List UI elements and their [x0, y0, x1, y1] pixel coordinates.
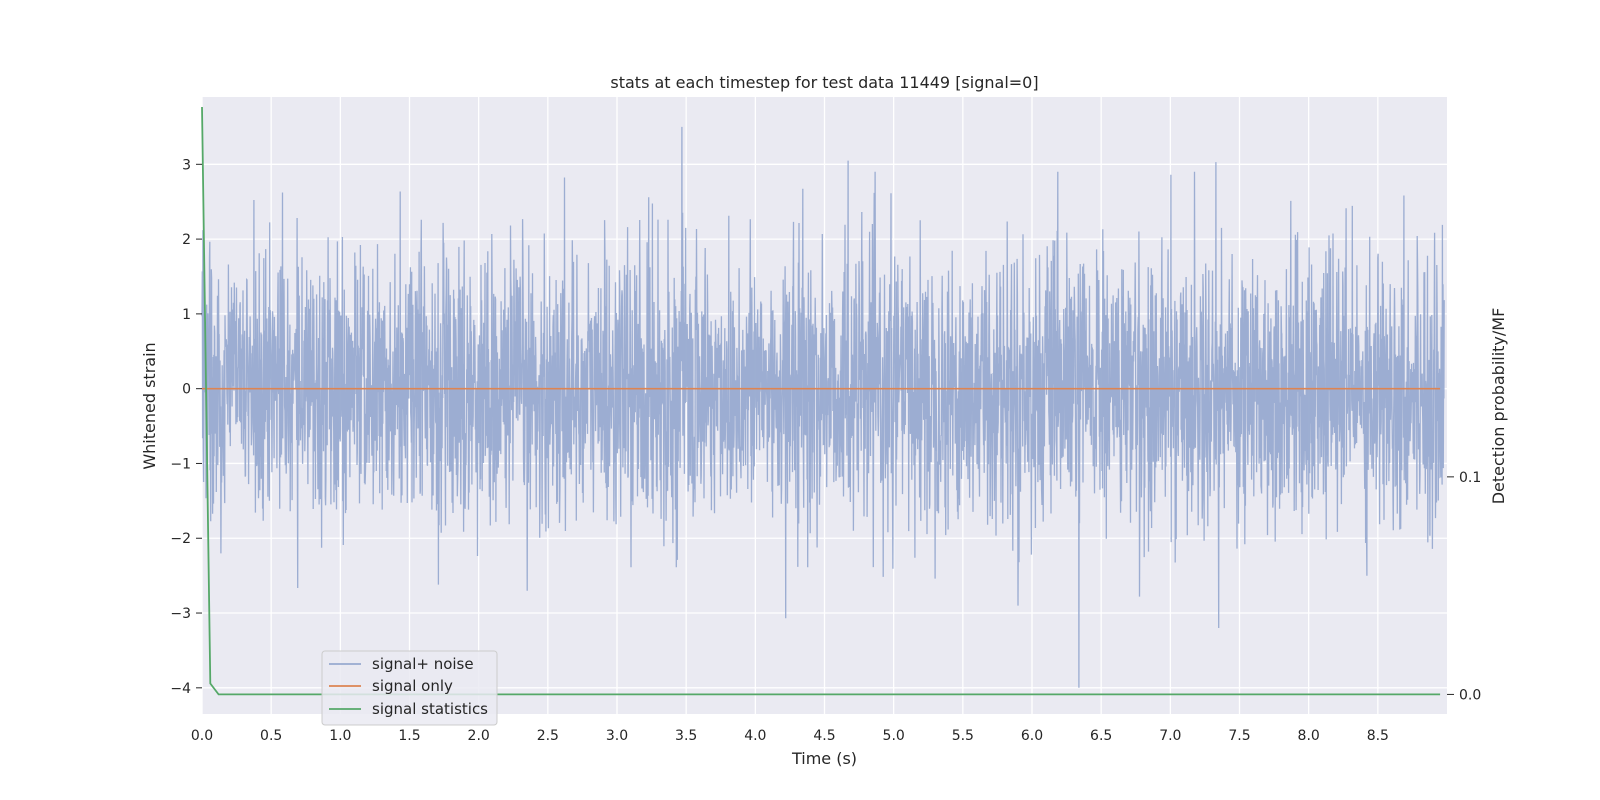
x-tick-label: 2.5: [537, 728, 559, 744]
x-tick-label: 8.5: [1367, 728, 1389, 744]
x-tick-label: 1.0: [329, 728, 351, 744]
chart-title: stats at each timestep for test data 114…: [610, 73, 1038, 92]
y-tick-label: −2: [170, 531, 191, 547]
y2-tick-label: 0.1: [1459, 470, 1481, 486]
y-tick-label: −1: [170, 456, 191, 472]
x-tick-label: 4.5: [813, 728, 835, 744]
y-tick-label: 1: [182, 307, 191, 323]
series-signal-noise-line: [201, 126, 1445, 688]
legend: signal+ noise signal only signal statist…: [321, 650, 498, 726]
x-tick-label: 7.5: [1228, 728, 1250, 744]
y-tick-label: 0: [182, 382, 191, 398]
ticks-layer: 0.0 0.5 1.0 1.5 2.0 2.5 3.0 3.5 4.0 4.5 5.0 5.5 6.0 6…: [170, 157, 1481, 744]
x-tick-label: 5.0: [883, 728, 905, 744]
x-tick-label: 2.0: [468, 728, 490, 744]
legend-label-signal-only: signal only: [372, 677, 453, 695]
x-tick-label: 6.0: [1021, 728, 1043, 744]
series-layer: [201, 106, 1445, 696]
x-tick-label: 4.0: [744, 728, 766, 744]
y-tick-label: −4: [170, 681, 191, 697]
legend-label-signal-statistics: signal statistics: [372, 700, 488, 718]
y2-tick-label: 0.0: [1459, 687, 1481, 703]
series-signal-statistics-line: [201, 106, 1441, 696]
x-tick-label: 3.0: [606, 728, 628, 744]
x-tick-label: 0.0: [191, 728, 213, 744]
x-axis-label: Time (s): [791, 749, 857, 768]
legend-box: [321, 650, 498, 726]
y-tick-label: 2: [182, 232, 191, 248]
x-tick-label: 1.5: [398, 728, 420, 744]
y2-axis-label: Detection probability/MF: [1489, 308, 1508, 505]
y-axis-label: Whitened strain: [140, 342, 159, 469]
x-tick-label: 0.5: [260, 728, 282, 744]
x-tick-label: 3.5: [675, 728, 697, 744]
y-tick-label: −3: [170, 606, 191, 622]
x-tick-label: 6.5: [1090, 728, 1112, 744]
x-tick-label: 8.0: [1298, 728, 1320, 744]
x-tick-label: 7.0: [1159, 728, 1181, 744]
y-tick-label: 3: [182, 157, 191, 173]
x-tick-label: 5.5: [952, 728, 974, 744]
legend-label-signal-noise: signal+ noise: [372, 655, 474, 673]
